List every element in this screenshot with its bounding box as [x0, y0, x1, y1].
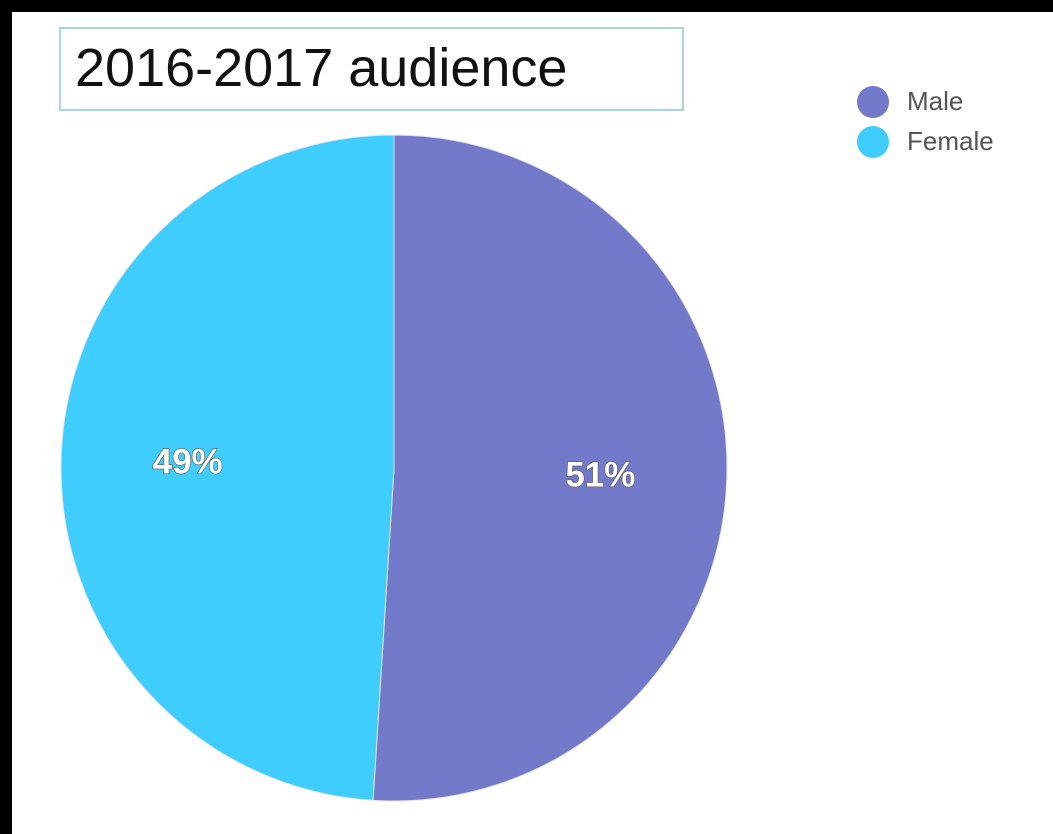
chart-title-box: 2016-2017 audience	[59, 27, 684, 111]
chart-title: 2016-2017 audience	[75, 38, 568, 98]
pie-chart: 51% 49%	[60, 134, 728, 802]
slice-label-male: 51%	[565, 455, 635, 494]
chart-frame: 2016-2017 audience Male Female 51% 49%	[12, 12, 1053, 834]
pie-slice-male	[372, 134, 728, 802]
legend-label-female: Female	[907, 126, 994, 156]
legend-swatch-female	[857, 126, 889, 158]
legend-label-male: Male	[907, 86, 964, 116]
legend-swatch-male	[857, 86, 889, 118]
slice-label-female: 49%	[153, 443, 223, 482]
pie-slice-female	[60, 134, 395, 801]
